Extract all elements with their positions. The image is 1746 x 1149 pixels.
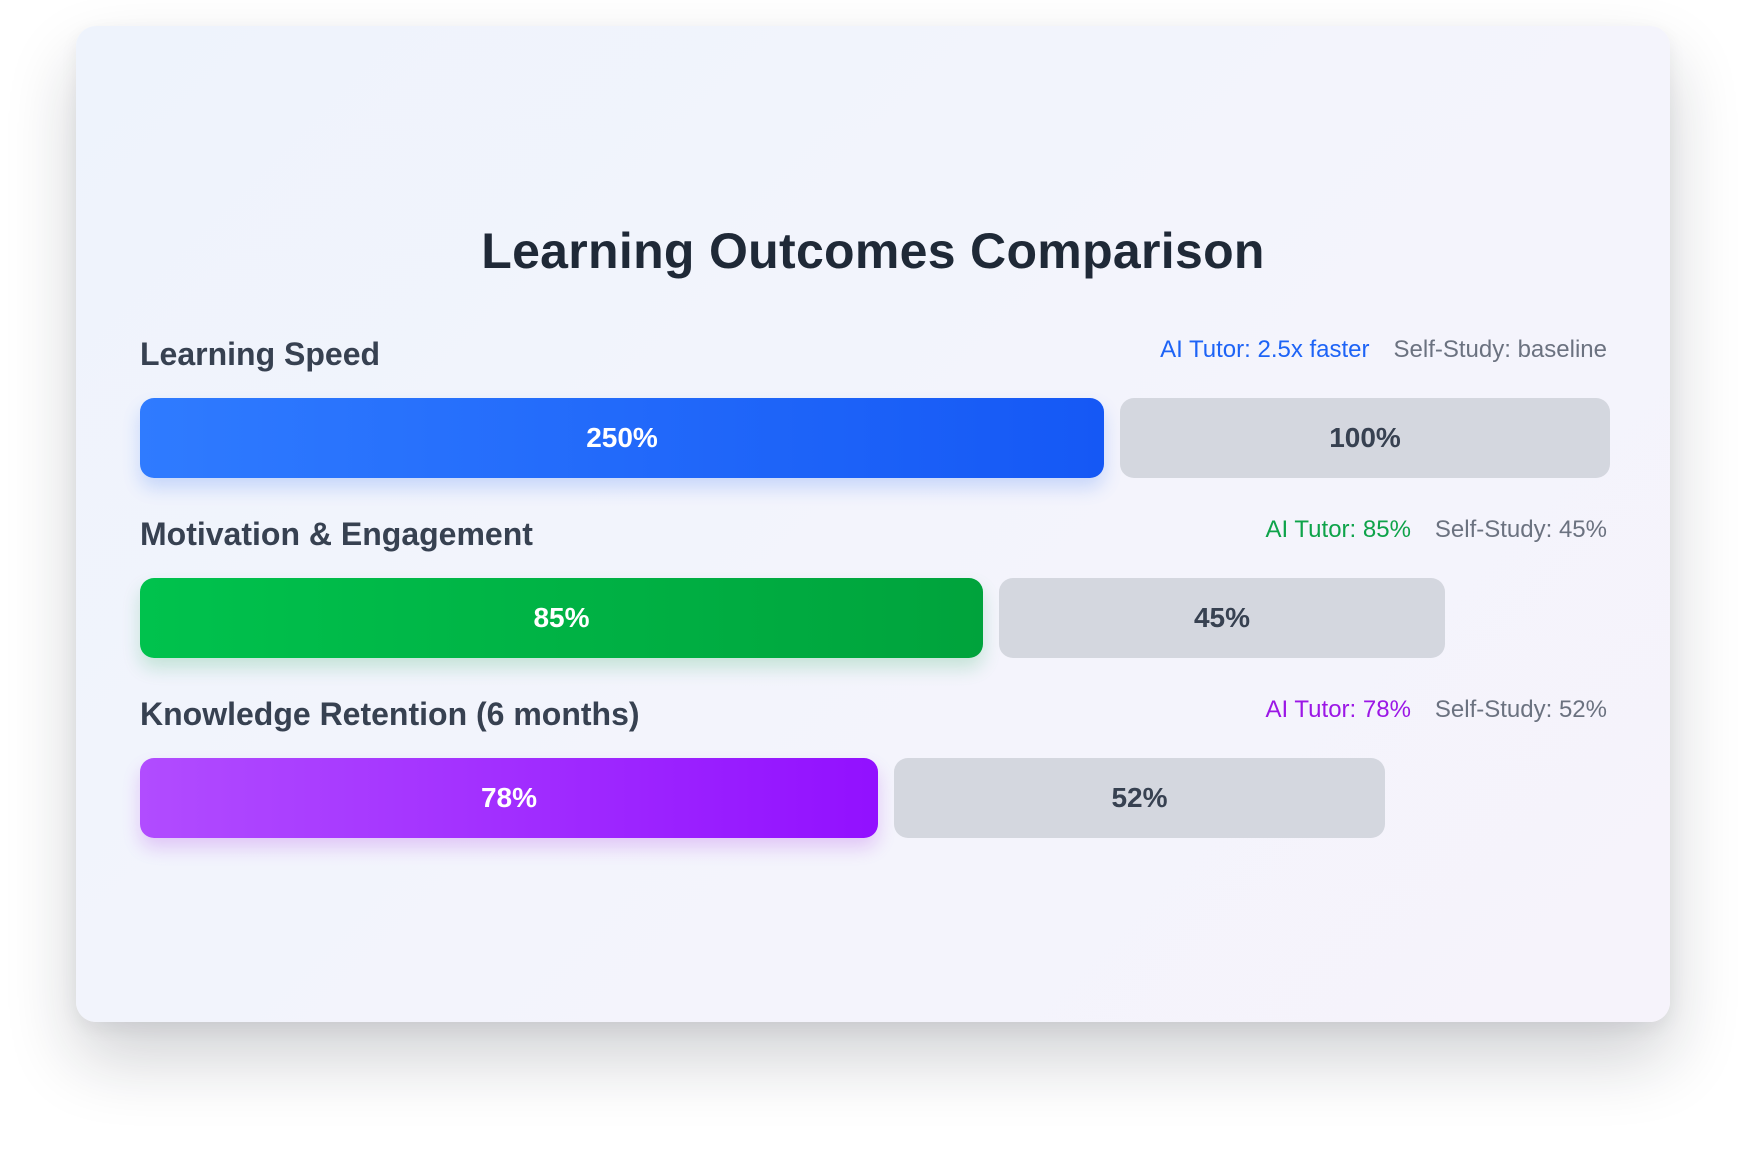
self-study-bar: 45% — [999, 578, 1445, 658]
self-study-legend: Self-Study: 52% — [1434, 696, 1607, 723]
self-study-legend: Self-Study: baseline — [1393, 336, 1607, 363]
ai-tutor-bar: 250% — [140, 398, 1104, 478]
self-study-bar: 52% — [894, 758, 1385, 838]
ai-tutor-legend: AI Tutor: 2.5x faster — [1160, 336, 1370, 363]
metric-label: Learning Speed — [140, 336, 381, 372]
metric-legend: AI Tutor: 85% Self-Study: 45% — [1266, 516, 1608, 544]
self-study-bar: 100% — [1120, 398, 1610, 478]
metric-label: Motivation & Engagement — [140, 516, 533, 552]
chart-title: Learning Outcomes Comparison — [481, 223, 1265, 279]
metric-legend: AI Tutor: 2.5x faster Self-Study: baselin… — [1160, 336, 1607, 364]
metric-learning-speed: Learning Speed AI Tutor: 2.5x faster Self… — [140, 336, 1610, 506]
metric-label: Knowledge Retention (6 months) — [140, 696, 640, 732]
self-study-legend: Self-Study: 45% — [1434, 516, 1607, 543]
ai-tutor-legend: AI Tutor: 85% — [1265, 516, 1411, 543]
metric-knowledge-retention: Knowledge Retention (6 months) AI Tutor:… — [140, 696, 1607, 866]
metric-legend: AI Tutor: 78% Self-Study: 52% — [1266, 696, 1608, 724]
ai-tutor-bar: 78% — [140, 758, 878, 838]
metric-motivation-engagement: Motivation & Engagement AI Tutor: 85% Sel… — [140, 516, 1607, 686]
chart-card: Learning Outcomes Comparison Learning Sp… — [76, 26, 1670, 1022]
ai-tutor-bar: 85% — [140, 578, 983, 658]
ai-tutor-legend: AI Tutor: 78% — [1265, 696, 1411, 723]
